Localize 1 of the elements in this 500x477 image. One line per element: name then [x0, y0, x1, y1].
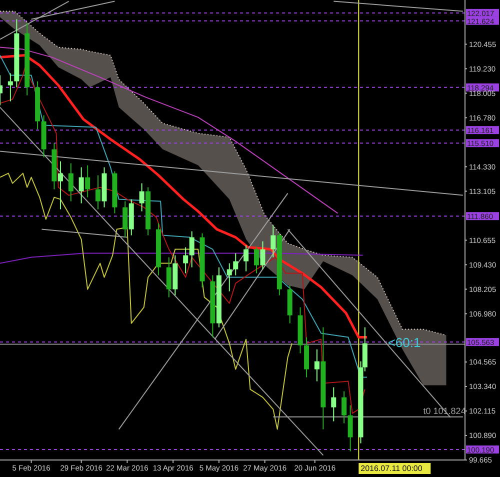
ref-line-label: 2016.07.11 00:00 [360, 464, 423, 473]
